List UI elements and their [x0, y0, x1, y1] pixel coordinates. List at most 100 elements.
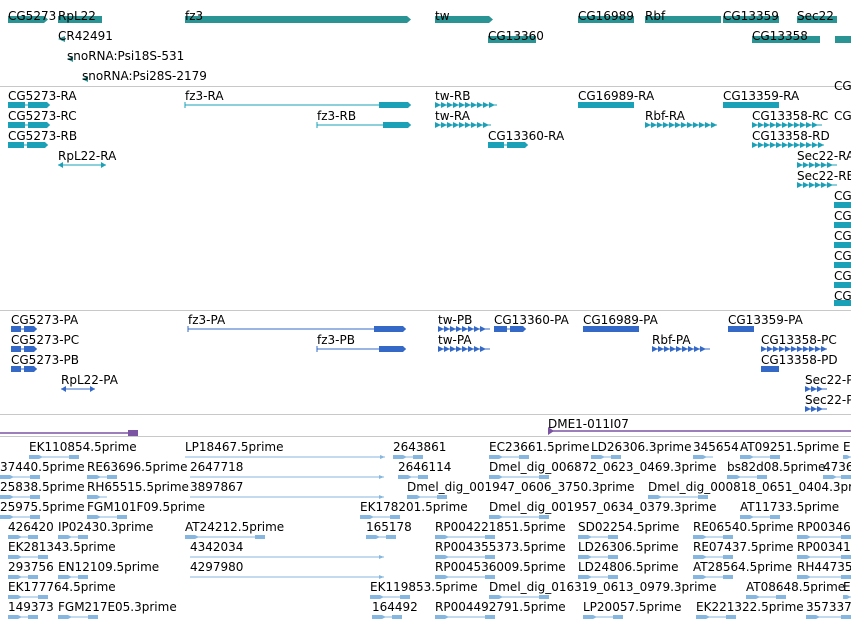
feature-ests-lp18467-5prime-glyph[interactable] [185, 455, 385, 459]
feature-genes-rpl22-glyph[interactable] [58, 16, 102, 23]
feature-label[interactable]: tw-RB [435, 89, 471, 103]
feature-label[interactable]: fz3-PB [317, 333, 355, 347]
feature-label[interactable]: RH65515.5prime [87, 480, 189, 494]
feature-label[interactable]: CG13360-PA [494, 313, 569, 327]
feature-genes-tw-glyph[interactable] [435, 16, 493, 23]
feature-ests-3897867-glyph[interactable] [190, 495, 384, 499]
feature-ests-en12109-5prime-glyph[interactable] [58, 575, 88, 579]
feature-proteins-cg13359-pa-glyph[interactable] [728, 326, 754, 332]
feature-label[interactable]: EC23661.5prime [489, 440, 590, 454]
feature-label[interactable]: RpL22 [58, 9, 96, 23]
feature-label[interactable]: bs82d08.5prime [727, 460, 826, 474]
feature-ests-e-glyph[interactable] [843, 595, 851, 599]
feature-label[interactable]: Dmel_dig_016319_0613_0979.3prime [489, 580, 717, 594]
feature-transcripts-cg-glyph[interactable] [834, 202, 851, 208]
feature-label[interactable]: EK177764.5prime [8, 580, 116, 594]
feature-ests-ek281343-5prime-glyph[interactable] [8, 555, 48, 559]
feature-label[interactable]: LD26306.5prime [578, 540, 679, 554]
feature-transcripts-rpl22-ra-glyph[interactable] [58, 162, 106, 168]
feature-transcripts-cg-glyph[interactable] [834, 300, 851, 306]
feature-label[interactable]: CR42491 [58, 29, 113, 43]
feature-transcripts-cg-glyph[interactable] [834, 242, 851, 248]
feature-transcripts-cg5273-ra-glyph[interactable] [8, 102, 50, 108]
feature-label[interactable]: snoRNA:Psi18S-531 [67, 49, 185, 63]
feature-label[interactable]: CG5273-RA [8, 89, 77, 103]
feature-label[interactable]: 25975.5prime [0, 500, 85, 514]
feature-transcripts-cg13360-ra-glyph[interactable] [488, 142, 528, 148]
feature-label[interactable]: CG13360-RA [488, 129, 565, 143]
feature-label[interactable]: 37440.5prime [0, 460, 85, 474]
feature-label[interactable]: 2643861 [393, 440, 447, 454]
feature-ests-ld26306-5prime-glyph[interactable] [578, 555, 618, 559]
feature-ests-ip02430-3prime-glyph[interactable] [58, 535, 88, 539]
feature-label[interactable]: Dmel_dig_000818_0651_0404.3prime [648, 480, 851, 494]
feature-genes-snorna-psi18s-531-glyph[interactable] [67, 56, 73, 62]
feature-ests-25838-5prime-glyph[interactable] [0, 495, 40, 499]
feature-label[interactable]: Rbf-PA [652, 333, 691, 347]
feature-ests-2647718-glyph[interactable] [190, 475, 384, 479]
feature-transcripts-cg16989-ra-glyph[interactable] [578, 102, 634, 108]
feature-ests-at09251-5prime-glyph[interactable] [740, 455, 780, 459]
feature-ests-lp20057-5prime-glyph[interactable] [583, 615, 623, 619]
feature-label[interactable]: CG [834, 289, 851, 303]
feature-proteins-cg5273-pb-glyph[interactable] [11, 366, 37, 372]
feature-label[interactable]: Sec22-P [805, 373, 851, 387]
feature-label[interactable]: tw [435, 9, 450, 23]
feature-label[interactable]: DME1-011I07 [548, 417, 629, 431]
feature-proteins-cg5273-pc-glyph[interactable] [11, 346, 37, 352]
feature-ests-2643861-glyph[interactable] [393, 455, 423, 459]
feature-proteins-fz3-pb-glyph[interactable] [316, 346, 406, 352]
feature-genes-cg13359-glyph[interactable] [723, 16, 779, 23]
feature-label[interactable]: 426420 [8, 520, 54, 534]
feature-transcripts-cg5273-rc-glyph[interactable] [8, 122, 50, 128]
feature-transcripts-cg-glyph[interactable] [834, 222, 851, 228]
feature-transcripts-tw-rb-glyph[interactable] [435, 102, 497, 108]
feature-transcripts-tw-ra-glyph[interactable] [435, 122, 491, 128]
feature-label[interactable]: AT24212.5prime [185, 520, 285, 534]
feature-genes-rbf-glyph[interactable] [645, 16, 721, 23]
feature-genes-fz3-glyph[interactable] [185, 16, 411, 23]
feature-ests-rp004221851-5prime-glyph[interactable] [435, 535, 495, 539]
feature-label[interactable]: 25838.5prime [0, 480, 85, 494]
feature-transcripts-cg-glyph[interactable] [834, 282, 851, 288]
feature-label[interactable]: CG [834, 249, 851, 263]
feature-ests-dmel-dig-006872-0623-0469-3prime-glyph[interactable] [489, 475, 549, 479]
feature-ests-fgm217e05-3prime-glyph[interactable] [58, 615, 98, 619]
feature-ests-dmel-dig-000818-0651-0404-3prime-glyph[interactable] [648, 495, 708, 499]
feature-label[interactable]: CG13358-RC [752, 109, 829, 123]
feature-label[interactable]: CG [834, 209, 851, 223]
feature-label[interactable]: CG13360 [488, 29, 544, 43]
feature-ests-e-glyph[interactable] [843, 455, 851, 459]
feature-label[interactable]: IP02430.3prime [58, 520, 154, 534]
feature-label[interactable]: CG5273 [8, 9, 57, 23]
feature-label[interactable]: tw-RA [435, 109, 470, 123]
feature-proteins-fz3-pa-glyph[interactable] [187, 326, 406, 332]
feature-label[interactable]: CG13359-PA [728, 313, 803, 327]
feature-genes-cg13358-glyph[interactable] [752, 36, 820, 43]
feature-label[interactable]: tw-PA [438, 333, 472, 347]
feature-label[interactable]: AT08648.5prime [746, 580, 846, 594]
feature-ests-ld26306-3prime-glyph[interactable] [591, 455, 621, 459]
feature-label[interactable]: Dmel_dig_001957_0634_0379.3prime [489, 500, 717, 514]
feature-label[interactable]: LD26306.3prime [591, 440, 692, 454]
feature-ests-rp004492791-5prime-glyph[interactable] [435, 615, 495, 619]
feature-ests-fgm101f09-5prime-glyph[interactable] [87, 515, 127, 519]
feature-proteins-cg13360-pa-glyph[interactable] [494, 326, 526, 332]
feature-label[interactable]: Sec22 [797, 9, 834, 23]
feature-ests-rh65515-5prime-glyph[interactable] [87, 495, 107, 499]
feature-proteins-rpl22-pa-glyph[interactable] [61, 386, 95, 392]
feature-ests-ek221322-5prime-glyph[interactable] [696, 615, 736, 619]
feature-label[interactable]: CG [834, 229, 851, 243]
feature-label[interactable]: CG [834, 269, 851, 283]
feature-genes-sec22-glyph[interactable] [797, 16, 837, 23]
feature-label[interactable]: LP18467.5prime [185, 440, 284, 454]
feature-ests-4297980-glyph[interactable] [190, 575, 384, 579]
feature-label[interactable]: SD02254.5prime [578, 520, 680, 534]
feature-proteins-sec22-p-glyph[interactable] [805, 386, 827, 392]
feature-label[interactable]: FGM217E05.3prime [58, 600, 177, 614]
feature-ests-dmel-dig-001957-0634-0379-3prime-glyph[interactable] [489, 515, 549, 519]
feature-transcripts-fz3-ra-glyph[interactable] [184, 102, 411, 108]
feature-ests-293756-glyph[interactable] [8, 575, 38, 579]
feature-label[interactable]: 293756 [8, 560, 54, 574]
feature-proteins-tw-pa-glyph[interactable] [438, 346, 490, 352]
